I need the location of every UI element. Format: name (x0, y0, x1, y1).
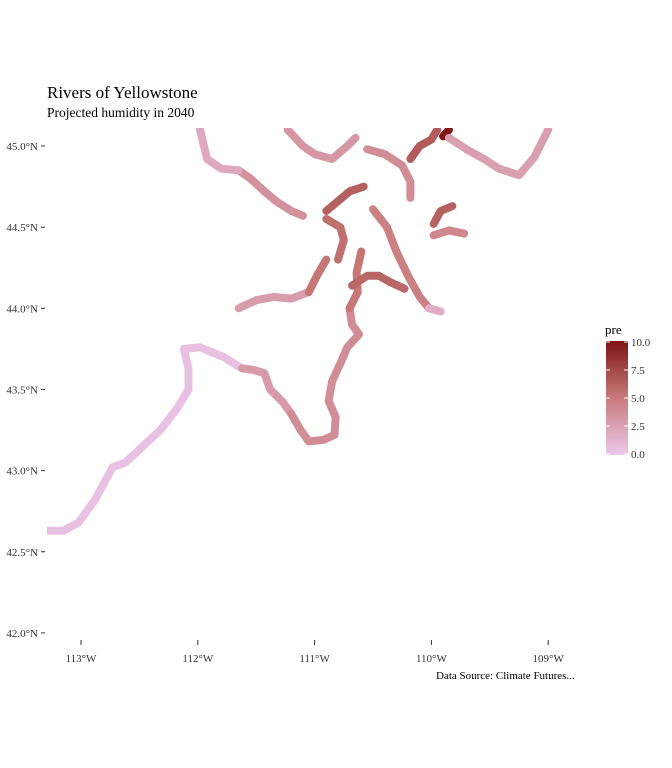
river-segment (47, 343, 247, 535)
river-segment (444, 128, 553, 180)
latitude-tick-label: 43.0°N (6, 466, 38, 478)
longitude-tick-label: 112°W (182, 653, 213, 665)
river-segment (283, 128, 360, 163)
legend-tick-label: 10.0 (631, 337, 651, 349)
river-segment (234, 166, 307, 220)
latitude-axis: 45.0°N 44.5°N 44.0°N 43.5°N 43.0°N 42.5°N 42.0… (6, 141, 45, 640)
latitude-tick-label: 44.5°N (6, 222, 38, 234)
river-segment (287, 304, 363, 446)
legend-tick-label: 0.0 (631, 449, 645, 461)
longitude-tick-label: 113°W (66, 653, 97, 665)
longitude-axis: 113°W 112°W 111°W 110°W 109°W (66, 640, 565, 665)
river-segment (238, 364, 296, 418)
river-segment (406, 128, 442, 163)
latitude-tick-label: 44.0°N (6, 303, 38, 315)
river-segment (196, 128, 243, 175)
legend-colorbar: 10.0 7.5 5.0 2.5 0.0 (606, 337, 651, 461)
latitude-tick-label: 42.5°N (6, 547, 38, 559)
longitude-tick-label: 111°W (299, 653, 330, 665)
latitude-tick-label: 43.5°N (6, 384, 38, 396)
river-segment (234, 288, 313, 313)
river-segment (304, 255, 331, 297)
legend-tick-label: 5.0 (631, 393, 645, 405)
latitude-tick-label: 45.0°N (6, 141, 38, 153)
river-segment (348, 271, 409, 293)
rivers-layer (47, 128, 553, 535)
longitude-tick-label: 109°W (533, 653, 565, 665)
legend-title: pre (605, 322, 622, 337)
river-segment (322, 182, 368, 215)
river-segment (369, 205, 434, 313)
river-segment (363, 145, 415, 202)
legend-color-bar (606, 341, 628, 455)
longitude-tick-label: 110°W (416, 653, 447, 665)
river-segment (439, 128, 453, 141)
map-subtitle: Projected humidity in 2040 (47, 105, 195, 120)
river-segment (429, 226, 469, 240)
latitude-tick-label: 42.0°N (6, 628, 38, 640)
map-title: Rivers of Yellowstone (47, 83, 198, 102)
river-segment (425, 304, 445, 316)
legend-tick-label: 7.5 (631, 365, 645, 377)
legend-tick-label: 2.5 (631, 421, 645, 433)
river-segment (322, 215, 348, 264)
data-source-caption: Data Source: Climate Futures... (436, 670, 575, 682)
river-segment (429, 202, 457, 228)
